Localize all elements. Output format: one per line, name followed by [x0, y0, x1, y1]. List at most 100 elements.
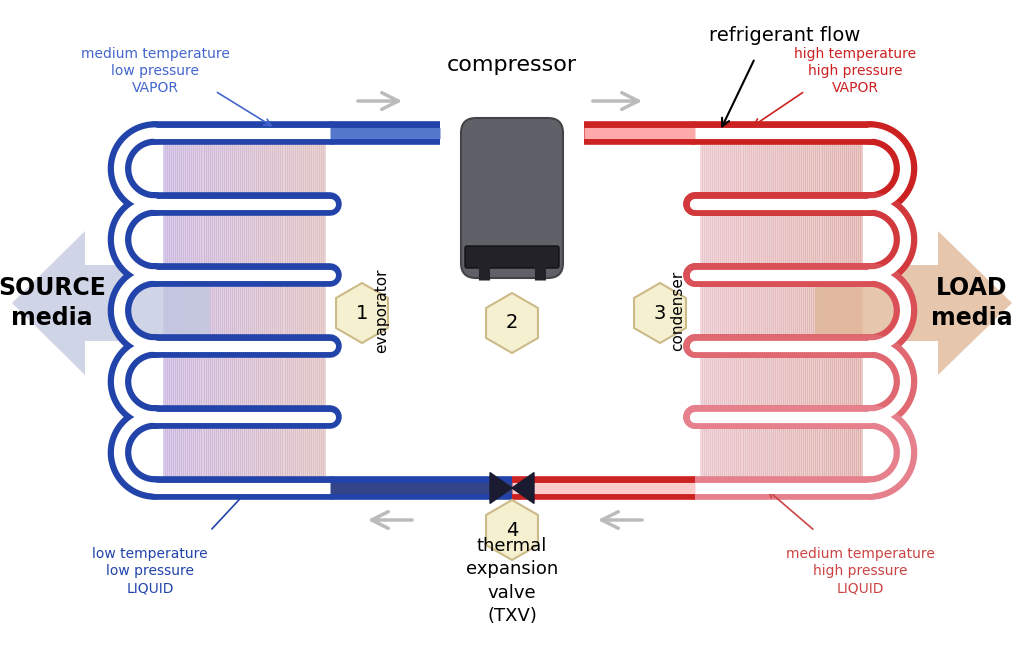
Bar [744, 138, 748, 483]
Bar [796, 138, 798, 483]
Bar [710, 138, 713, 483]
Text: medium temperature
high pressure
LIQUID: medium temperature high pressure LIQUID [785, 547, 935, 596]
Bar [702, 138, 706, 483]
Bar [305, 138, 308, 483]
Bar [240, 138, 243, 483]
Bar [287, 138, 290, 483]
Bar [264, 138, 267, 483]
Bar [252, 138, 255, 483]
Bar [258, 138, 261, 483]
Bar [799, 138, 802, 483]
Bar [714, 138, 717, 483]
Bar [202, 138, 205, 483]
Bar [728, 138, 731, 483]
Bar [311, 138, 313, 483]
Bar [313, 138, 315, 483]
Bar [815, 138, 818, 483]
Bar [179, 138, 182, 483]
Bar [834, 138, 837, 483]
Bar [250, 138, 253, 483]
Bar [177, 138, 180, 483]
Text: medium temperature
low pressure
VAPOR: medium temperature low pressure VAPOR [81, 47, 229, 95]
Bar [196, 138, 199, 483]
Bar [767, 138, 770, 483]
Bar [757, 138, 760, 483]
Bar [803, 138, 806, 483]
Bar [716, 138, 719, 483]
Bar [840, 138, 843, 483]
Bar [295, 138, 298, 483]
Bar [185, 138, 188, 483]
Bar [842, 138, 845, 483]
Bar [707, 138, 709, 483]
Polygon shape [486, 293, 538, 353]
Text: evaporator: evaporator [375, 269, 389, 353]
Bar [260, 138, 263, 483]
Bar [787, 138, 791, 483]
Bar [783, 138, 786, 483]
Bar [794, 138, 797, 483]
Bar [709, 138, 711, 483]
Bar [813, 138, 816, 483]
Bar [720, 138, 723, 483]
Bar [314, 138, 317, 483]
Bar [785, 138, 788, 483]
Bar [781, 138, 784, 483]
Bar [779, 138, 782, 483]
Bar [718, 138, 721, 483]
Bar [736, 138, 739, 483]
Polygon shape [12, 231, 210, 375]
Text: LOAD
media: LOAD media [931, 276, 1013, 330]
Bar [279, 138, 282, 483]
Bar [790, 138, 793, 483]
Bar [819, 138, 822, 483]
Bar [198, 138, 201, 483]
Bar [759, 138, 762, 483]
Bar [798, 138, 800, 483]
Bar [214, 138, 217, 483]
Bar [705, 138, 708, 483]
Bar [173, 138, 176, 483]
Bar [856, 138, 859, 483]
Bar [724, 138, 727, 483]
Bar [204, 138, 207, 483]
Bar [307, 138, 310, 483]
Text: high temperature
high pressure
VAPOR: high temperature high pressure VAPOR [794, 47, 916, 95]
Bar [233, 138, 237, 483]
Bar [283, 138, 286, 483]
Bar [852, 138, 855, 483]
Bar [738, 138, 741, 483]
Bar [761, 138, 764, 483]
Bar [301, 138, 304, 483]
Bar [809, 138, 812, 483]
Polygon shape [815, 231, 1012, 375]
Bar [763, 138, 766, 483]
Bar [297, 138, 300, 483]
Text: 4: 4 [506, 520, 518, 539]
Text: refrigerant flow: refrigerant flow [710, 25, 861, 44]
Bar [831, 138, 835, 483]
Bar [755, 138, 758, 483]
Polygon shape [490, 473, 534, 503]
Bar [722, 138, 725, 483]
Polygon shape [634, 283, 686, 343]
Text: thermal
expansion
valve
(TXV): thermal expansion valve (TXV) [466, 537, 558, 626]
Bar [746, 138, 750, 483]
Bar [805, 138, 808, 483]
Bar [224, 138, 226, 483]
Bar [838, 138, 841, 483]
Bar [860, 138, 863, 483]
Bar [817, 138, 820, 483]
Bar [769, 138, 772, 483]
Bar [844, 138, 847, 483]
Bar [210, 138, 213, 483]
Bar [206, 138, 209, 483]
Bar [854, 138, 857, 483]
Text: 2: 2 [506, 313, 518, 332]
FancyBboxPatch shape [461, 118, 563, 278]
Bar [850, 138, 853, 483]
Bar [281, 138, 284, 483]
Bar [238, 138, 241, 483]
Bar [730, 138, 733, 483]
Bar [309, 138, 312, 483]
